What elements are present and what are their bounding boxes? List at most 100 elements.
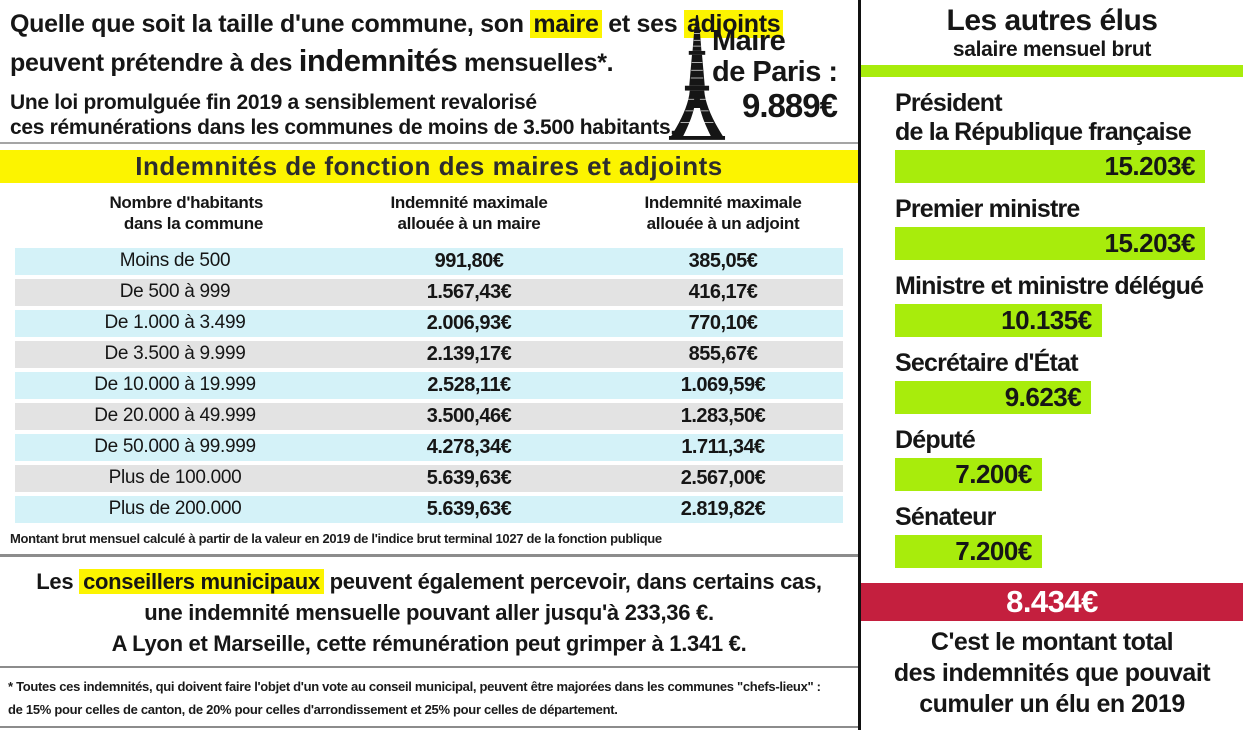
sidebar-autres-elus: Les autres élus salaire mensuel brut Pré… [861, 0, 1243, 730]
maire-indemnity-cell: 3.500,46€ [426, 404, 512, 427]
adjoint-indemnity-cell: 385,05€ [688, 249, 758, 272]
maire-indemnity-cell: 5.639,63€ [426, 497, 512, 520]
conseillers-line1-b: peuvent également percevoir, dans certai… [329, 569, 822, 594]
table-row: De 20.000 à 49.999 3.500,46€ 1.283,50€ [15, 402, 843, 430]
sidebar-subtitle: salaire mensuel brut [952, 38, 1152, 61]
conseillers-line3: A Lyon et Marseille, cette rémunération … [0, 628, 858, 659]
habitants-cell: De 20.000 à 49.999 [94, 405, 256, 427]
divider-bottom [0, 726, 858, 728]
maire-indemnity-cell: 991,80€ [434, 249, 504, 272]
maire-indemnity-cell: 5.639,63€ [426, 466, 512, 489]
conseillers-line2-a: une indemnité mensuelle pouvant aller ju… [144, 600, 619, 625]
salary-label: Député [895, 426, 976, 454]
salary-label: Premier ministre [895, 195, 1080, 223]
intro-line2-text2: mensuelles*. [464, 48, 614, 77]
lyon-marseille-amount: 1.341 € [669, 631, 741, 656]
salary-entry: Secrétaire d'État 9.623€ [895, 349, 1205, 414]
maire-indemnity-cell: 2.006,93€ [426, 311, 512, 334]
table-row: De 10.000 à 19.999 2.528,11€ 1.069,59€ [15, 371, 843, 399]
salary-entry: Premier ministre 15.203€ [895, 195, 1205, 260]
salary-bar: 15.203€ [895, 150, 1205, 183]
footnote-line2: de 15% pour celles de canton, de 20% pou… [8, 701, 618, 717]
conseillers-line1-a: Les [36, 569, 74, 594]
table-body: Moins de 500 991,80€ 385,05€ De 500 à 99… [15, 247, 843, 523]
table-title-banner: Indemnités de fonction des maires et adj… [0, 150, 858, 183]
highlight-adjoints: adjoints [683, 10, 784, 38]
conseillers-line2: une indemnité mensuelle pouvant aller ju… [0, 597, 858, 628]
salary-value: 9.623€ [1004, 382, 1082, 412]
adjoint-indemnity-cell: 2.819,82€ [680, 497, 766, 520]
salary-bar: 7.200€ [895, 535, 1042, 568]
habitants-cell: De 1.000 à 3.499 [104, 312, 246, 334]
table-row: Plus de 200.000 5.639,63€ 2.819,82€ [15, 495, 843, 523]
divider-footnote [0, 666, 858, 668]
col-header-maire: Indemnité maximale allouée à un maire [390, 193, 548, 234]
asterisk-footnote: * Toutes ces indemnités, qui doivent fai… [8, 676, 856, 722]
habitants-cell: Plus de 100.000 [108, 467, 242, 489]
law-paragraph: Une loi promulguée fin 2019 a sensibleme… [10, 90, 858, 141]
table-row: Plus de 100.000 5.639,63€ 2.567,00€ [15, 464, 843, 492]
footnote-line1: * Toutes ces indemnités, qui doivent fai… [8, 679, 821, 694]
paris-callout: Maire de Paris : 9.889€ [712, 26, 838, 124]
conseillers-line1: Les conseillers municipaux peuvent égale… [0, 566, 858, 597]
conseillers-line3-a: A Lyon et Marseille, cette rémunération … [111, 631, 664, 656]
col-header-habitants: Nombre d'habitants dans la commune [109, 193, 263, 234]
salary-bar: 7.200€ [895, 458, 1042, 491]
table-row: De 3.500 à 9.999 2.139,17€ 855,67€ [15, 340, 843, 368]
habitants-cell: Plus de 200.000 [108, 498, 242, 520]
salary-label: Ministre et ministre délégué [895, 272, 1204, 300]
salary-bar: 10.135€ [895, 304, 1102, 337]
indemnity-table: Nombre d'habitants dans la commune Indemn… [15, 192, 843, 527]
eiffel-tower-icon [668, 15, 726, 140]
salary-value: 7.200€ [955, 459, 1032, 489]
intro-line1-text: Quelle que soit la taille d'une commune,… [10, 10, 524, 38]
conseillers-line2-b: . [707, 600, 714, 625]
adjoint-indemnity-cell: 1.283,50€ [680, 404, 766, 427]
sidebar-title: Les autres élus [946, 4, 1158, 37]
green-divider-bar [861, 65, 1243, 77]
table-footnote: Montant brut mensuel calculé à partir de… [10, 531, 662, 546]
maire-indemnity-cell: 1.567,43€ [426, 280, 512, 303]
table-row: De 1.000 à 3.499 2.006,93€ 770,10€ [15, 309, 843, 337]
salary-bar: 9.623€ [895, 381, 1092, 414]
salary-entry: Président de la République française 15.2… [895, 89, 1205, 183]
adjoint-indemnity-cell: 770,10€ [688, 311, 758, 334]
salary-value: 15.203€ [1104, 151, 1196, 181]
highlight-conseillers-municipaux: conseillers municipaux [79, 569, 324, 594]
maire-indemnity-cell: 4.278,34€ [426, 435, 512, 458]
paris-label-line2: de Paris : [712, 55, 838, 88]
col-header-adjoint: Indemnité maximale allouée à un adjoint [644, 193, 802, 234]
habitants-cell: De 50.000 à 99.999 [94, 436, 256, 458]
highlight-maire: maire [530, 10, 602, 38]
paris-label-line1: Maire [712, 25, 786, 57]
law-line2: ces rémunérations dans les communes de m… [10, 116, 676, 140]
habitants-cell: De 500 à 999 [119, 281, 231, 303]
salary-bar: 15.203€ [895, 227, 1205, 260]
vertical-divider [858, 0, 861, 730]
salary-label: Secrétaire d'État [895, 349, 1079, 377]
table-row: De 500 à 999 1.567,43€ 416,17€ [15, 278, 843, 306]
divider-top [0, 142, 858, 144]
adjoint-indemnity-cell: 1.711,34€ [681, 435, 765, 458]
maire-indemnity-cell: 2.528,11€ [427, 373, 511, 396]
paris-value: 9.889€ [742, 87, 838, 125]
habitants-cell: De 10.000 à 19.999 [94, 374, 256, 396]
intro-indemnites-word: indemnités [298, 42, 458, 78]
salary-entry: Sénateur 7.200€ [895, 503, 1205, 568]
salary-value: 7.200€ [955, 536, 1032, 566]
intro-section: Quelle que soit la taille d'une commune,… [10, 8, 858, 141]
maire-indemnity-cell: 2.139,17€ [426, 342, 512, 365]
total-caption: C'est le montant total des indemnités que… [893, 628, 1211, 718]
salary-label: Président de la République française [895, 89, 1192, 146]
total-amount-banner: 8.434€ [861, 583, 1243, 621]
salary-label: Sénateur [895, 503, 996, 531]
intro-paragraph: Quelle que soit la taille d'une commune,… [10, 8, 858, 81]
intro-line1-text2: et ses [608, 10, 678, 38]
table-row: De 50.000 à 99.999 4.278,34€ 1.711,34€ [15, 433, 843, 461]
salary-value: 15.203€ [1104, 228, 1196, 258]
salary-entry: Député 7.200€ [895, 426, 1205, 491]
conseillers-section: Les conseillers municipaux peuvent égale… [0, 566, 858, 659]
conseillers-amount: 233,36 € [624, 600, 709, 625]
adjoint-indemnity-cell: 855,67€ [688, 342, 758, 365]
